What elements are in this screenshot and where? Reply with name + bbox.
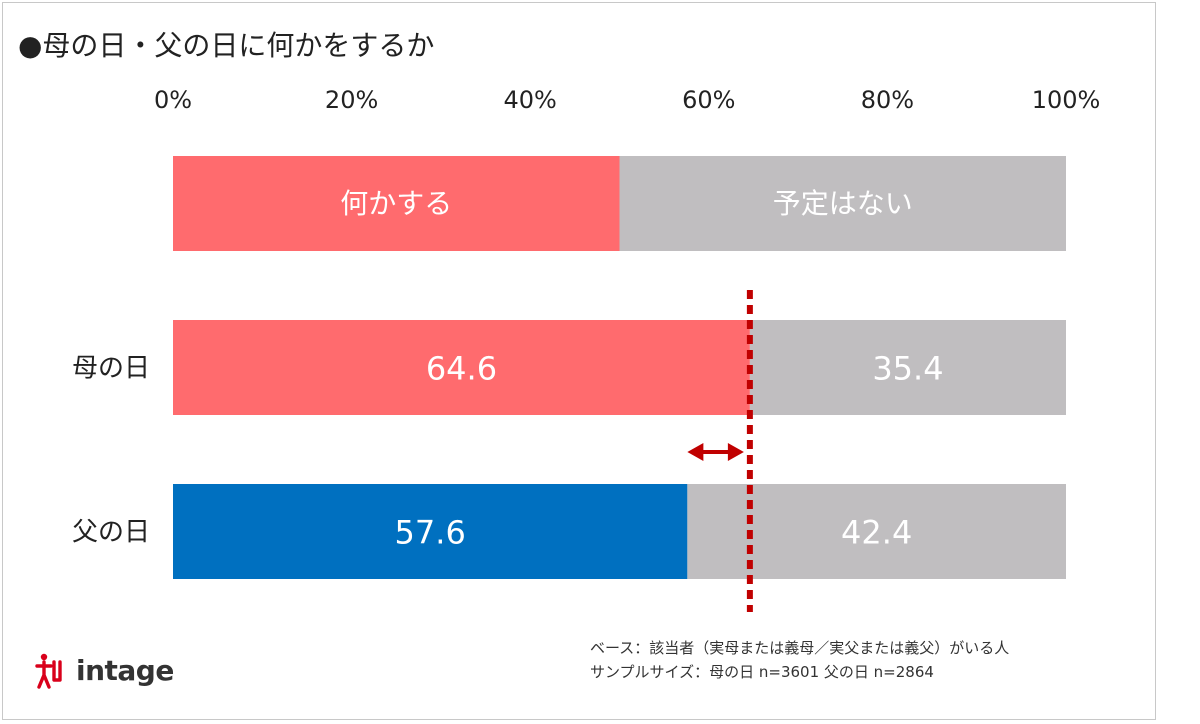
legend-label: 何かする — [340, 187, 452, 220]
chart-title: ●母の日・父の日に何かをするか — [18, 29, 435, 62]
gap-arrow-left-head — [687, 443, 704, 461]
legend-segment — [173, 156, 620, 251]
bar-value-label: 42.4 — [841, 514, 912, 552]
x-tick-label: 0% — [154, 86, 192, 114]
bar-value-label: 64.6 — [426, 350, 497, 388]
chart-frame — [2, 2, 1156, 720]
footnote: ベース：該当者（実母または義母／実父または義父）がいる人 サンプルサイズ：母の日… — [590, 636, 1009, 684]
x-tick-label: 60% — [682, 86, 735, 114]
bar-segment — [173, 484, 688, 579]
x-tick-label: 80% — [861, 86, 914, 114]
legend-segment — [619, 156, 1066, 251]
bar-segment — [173, 320, 750, 415]
gap-arrow-right-head — [727, 443, 744, 461]
x-tick-label: 100% — [1032, 86, 1101, 114]
category-label: 父の日 — [72, 518, 150, 548]
intage-logo-icon — [35, 653, 62, 689]
legend-label: 予定はない — [773, 187, 913, 220]
bar-value-label: 35.4 — [872, 350, 943, 388]
footnote-base: ベース：該当者（実母または義母／実父または義父）がいる人 — [590, 639, 1010, 657]
bar-value-label: 57.6 — [395, 514, 466, 552]
footnote-sample-size: サンプルサイズ：母の日 n=3601 父の日 n=2864 — [590, 663, 934, 681]
category-label: 母の日 — [72, 354, 150, 384]
intage-logo-text: intage — [76, 653, 174, 687]
x-tick-label: 40% — [504, 86, 557, 114]
bar-segment — [749, 320, 1066, 415]
intage-logo: intage — [30, 650, 174, 690]
x-tick-label: 20% — [325, 86, 378, 114]
